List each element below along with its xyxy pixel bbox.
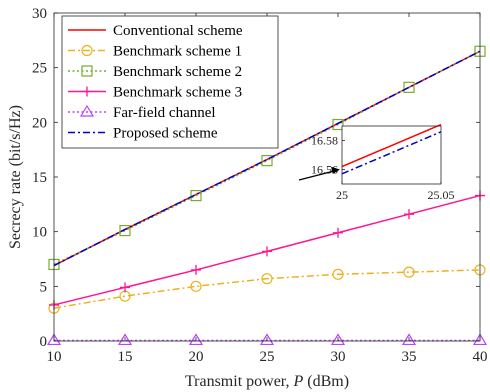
legend-label-proposed-scheme: Proposed scheme <box>113 126 218 142</box>
inset-background <box>342 126 441 184</box>
legend-marker-benchmark-scheme-2 <box>81 65 93 77</box>
legend-label-benchmark-scheme-2: Benchmark scheme 2 <box>113 64 242 80</box>
x-axis: 10 15 20 25 30 35 40 <box>47 13 488 365</box>
data-point-far-field-channel <box>188 333 204 346</box>
x-tick-label: 25 <box>260 349 275 365</box>
y-tick-label: 5 <box>40 279 48 295</box>
data-point-benchmark-scheme-1 <box>403 266 415 278</box>
data-point-benchmark-scheme-2 <box>119 224 131 237</box>
inset-series-layer <box>341 123 442 175</box>
series-line-benchmark-scheme-1 <box>53 269 481 309</box>
y-axis-title: Secrecy rate (bit/s/Hz) <box>7 105 24 249</box>
legend-label-far-field-channel: Far-field channel <box>113 105 216 121</box>
data-point-benchmark-scheme-2 <box>261 155 273 167</box>
data-point-far-field-channel <box>259 333 275 346</box>
series-line-proposed-scheme <box>53 50 481 267</box>
inset-axes: 25 25.05 16.56 16.58 <box>311 134 455 203</box>
x-tick-label: 40 <box>473 349 488 365</box>
legend-marker-far-field-channel <box>79 104 95 117</box>
x-tick-label: 30 <box>331 349 346 365</box>
data-point-far-field-channel <box>117 333 133 346</box>
legend-marker-benchmark-scheme-3 <box>82 86 92 97</box>
y-tick-label: 30 <box>32 6 47 22</box>
inset-y-tick-label: 16.58 <box>311 134 338 148</box>
x-axis-variable: P <box>292 373 303 390</box>
data-point-benchmark-scheme-3 <box>262 246 272 257</box>
x-tick-label: 10 <box>47 349 62 365</box>
data-point-benchmark-scheme-1 <box>332 268 344 280</box>
zoom-inset: 25 25.05 16.56 16.58 <box>311 123 455 203</box>
y-axis: 0 5 10 15 20 25 30 <box>32 6 480 350</box>
data-point-benchmark-scheme-3 <box>333 227 343 238</box>
legend-marker-benchmark-scheme-1 <box>81 44 93 57</box>
data-point-benchmark-scheme-2 <box>332 118 344 131</box>
data-point-far-field-channel <box>46 333 62 346</box>
y-tick-label: 25 <box>32 61 47 77</box>
y-tick-label: 10 <box>32 225 47 241</box>
data-point-far-field-channel <box>330 333 346 346</box>
series-line-benchmark-scheme-2 <box>53 50 481 266</box>
data-point-benchmark-scheme-3 <box>404 209 414 220</box>
data-point-benchmark-scheme-3 <box>120 282 130 293</box>
data-point-far-field-channel <box>472 333 488 346</box>
inset-line-proposed-scheme <box>341 131 442 175</box>
y-tick-label: 20 <box>32 115 47 131</box>
data-point-benchmark-scheme-3 <box>191 264 201 275</box>
legend-label-conventional-scheme: Conventional scheme <box>113 23 243 39</box>
inset-x-tick-label: 25 <box>336 188 348 202</box>
x-axis-title: Transmit power, P (dBm) <box>185 373 349 390</box>
legend-label-benchmark-scheme-1: Benchmark scheme 1 <box>113 44 242 60</box>
y-tick-label: 0 <box>40 334 48 350</box>
legend-box <box>61 15 279 149</box>
legend: Conventional scheme Benchmark scheme 1 Ben… <box>61 15 279 149</box>
x-tick-label: 20 <box>189 349 204 365</box>
x-tick-label: 15 <box>118 349 133 365</box>
inset-line-conventional-scheme <box>341 123 442 168</box>
data-point-benchmark-scheme-1 <box>190 280 202 292</box>
inset-frame <box>341 125 442 185</box>
data-point-benchmark-scheme-2 <box>403 81 415 93</box>
inset-x-tick-label: 25.05 <box>428 188 455 202</box>
data-point-far-field-channel <box>401 333 417 346</box>
x-tick-label: 35 <box>402 349 417 365</box>
y-tick-label: 15 <box>32 170 47 186</box>
legend-label-benchmark-scheme-3: Benchmark scheme 3 <box>113 85 242 101</box>
data-point-benchmark-scheme-1 <box>261 273 273 285</box>
inset-y-tick-label: 16.56 <box>311 163 338 177</box>
data-point-benchmark-scheme-2 <box>190 189 202 202</box>
zoom-arrow <box>298 166 340 181</box>
